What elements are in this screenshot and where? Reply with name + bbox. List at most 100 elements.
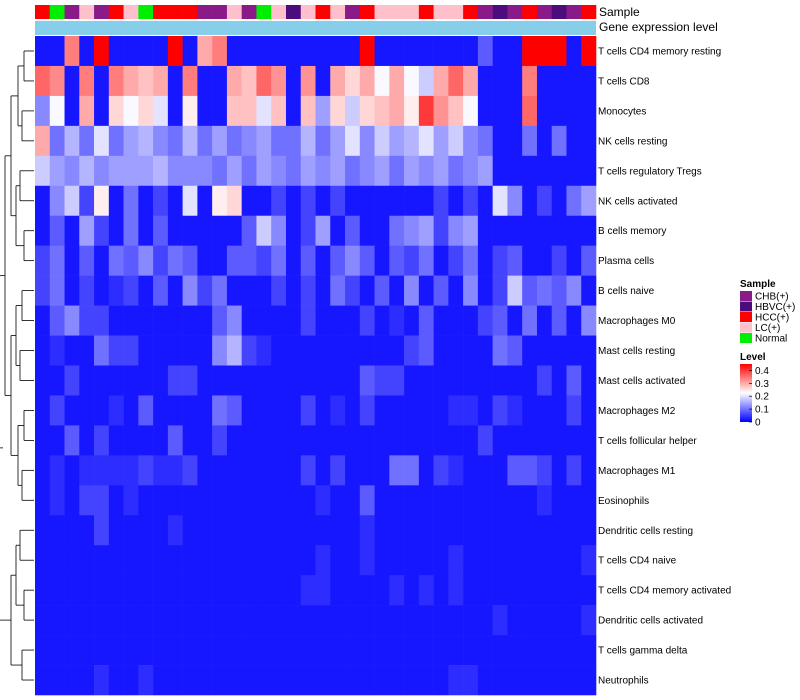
- heatmap-cell: [330, 155, 346, 187]
- heatmap-cell: [79, 575, 95, 606]
- heatmap-cell: [108, 575, 124, 606]
- heatmap-cell: [182, 65, 198, 97]
- heatmap-cell: [79, 65, 95, 97]
- heatmap-cell: [35, 245, 51, 276]
- heatmap-cell: [522, 155, 538, 187]
- heatmap-cell: [566, 365, 582, 396]
- heatmap-cell: [271, 65, 287, 97]
- heatmap-cell: [300, 395, 316, 426]
- heatmap-cell: [345, 305, 361, 336]
- heatmap-cell: [418, 605, 434, 636]
- heatmap-cell: [359, 545, 375, 576]
- heatmap-cell: [389, 515, 405, 546]
- heatmap-cell: [285, 635, 302, 666]
- heatmap-cell: [123, 335, 139, 366]
- heatmap-cell: [418, 185, 434, 217]
- heatmap-cell: [566, 335, 582, 366]
- heatmap-cell: [315, 185, 331, 217]
- heatmap-cell: [64, 665, 80, 696]
- heatmap-cell: [123, 605, 139, 636]
- heatmap-cell: [167, 95, 183, 127]
- heatmap-cell: [389, 215, 405, 246]
- level-tick-label: 0: [755, 418, 761, 429]
- heatmap-cell: [167, 36, 183, 67]
- heatmap-cell: [345, 545, 361, 576]
- heatmap-cell: [79, 125, 95, 157]
- heatmap-cell: [64, 335, 80, 366]
- sample-track-label: Sample: [599, 5, 640, 19]
- sample-legend-entries: CHB(+)HBVC(+)HCC(+)LC(+)Normal: [740, 291, 795, 345]
- sample-annotation-cell: [345, 5, 361, 19]
- heatmap-cell: [271, 36, 287, 67]
- heatmap-cell: [374, 545, 390, 576]
- heatmap-cell: [79, 36, 95, 67]
- heatmap-cell: [507, 575, 523, 606]
- heatmap-cell: [285, 65, 302, 97]
- heatmap-cell: [94, 635, 110, 666]
- heatmap-cell: [315, 395, 331, 426]
- sample-annotation-cell: [138, 5, 154, 19]
- heatmap-cell: [153, 545, 169, 576]
- heatmap-cell: [256, 665, 272, 696]
- heatmap-cell: [271, 425, 287, 456]
- heatmap-cell: [197, 185, 213, 217]
- heatmap-cell: [271, 185, 287, 217]
- heatmap-cell: [345, 155, 361, 187]
- heatmap-cell: [241, 215, 257, 246]
- heatmap-cell: [123, 545, 139, 576]
- heatmap-cell: [315, 155, 331, 187]
- row-label: Dendritic cells activated: [598, 616, 703, 627]
- heatmap-cell: [315, 275, 331, 306]
- heatmap-cell: [300, 275, 316, 306]
- heatmap-cell: [94, 95, 110, 127]
- heatmap-cell: [35, 125, 51, 157]
- heatmap-cell: [404, 275, 420, 306]
- heatmap-cell: [35, 605, 51, 636]
- heatmap-cell: [35, 425, 51, 456]
- heatmap-cell: [477, 125, 493, 157]
- heatmap-cell: [551, 215, 567, 246]
- heatmap-cell: [256, 95, 272, 127]
- heatmap-cell: [182, 485, 198, 516]
- heatmap-cell: [477, 185, 493, 217]
- heatmap-cell: [418, 425, 434, 456]
- heatmap-cell: [182, 545, 198, 576]
- heatmap-cell: [79, 275, 95, 306]
- heatmap-cell: [226, 275, 242, 306]
- heatmap-cell: [448, 95, 464, 127]
- heatmap-cell: [389, 455, 405, 486]
- heatmap-cell: [285, 185, 302, 217]
- heatmap-cell: [418, 305, 434, 336]
- heatmap-cell: [123, 275, 139, 306]
- heatmap-cell: [522, 275, 538, 306]
- heatmap-cell: [300, 425, 316, 456]
- heatmap-cell: [507, 125, 523, 157]
- heatmap-cell: [226, 605, 242, 636]
- heatmap-cell: [49, 305, 65, 336]
- heatmap-cell: [94, 605, 110, 636]
- heatmap-cell: [566, 575, 582, 606]
- heatmap-cell: [551, 635, 567, 666]
- heatmap-cell: [448, 545, 464, 576]
- heatmap-cell: [123, 65, 139, 97]
- row-label: Mast cells activated: [598, 376, 685, 387]
- heatmap-cell: [315, 605, 331, 636]
- heatmap-cell: [212, 245, 228, 276]
- heatmap-cell: [79, 215, 95, 246]
- sample-annotation-cell: [64, 5, 80, 19]
- heatmap-cell: [256, 125, 272, 157]
- heatmap-cell: [108, 65, 124, 97]
- sample-legend-swatch: [740, 333, 752, 343]
- heatmap-cell: [271, 545, 287, 576]
- heatmap-cell: [138, 95, 154, 127]
- heatmap-cell: [315, 65, 331, 97]
- heatmap-cell: [330, 455, 346, 486]
- heatmap-cell: [581, 515, 597, 546]
- heatmap-cell: [374, 275, 390, 306]
- heatmap-cell: [271, 605, 287, 636]
- heatmap-cell: [182, 605, 198, 636]
- heatmap-cell: [522, 65, 538, 97]
- sample-annotation-cell: [49, 5, 65, 19]
- heatmap-cell: [389, 305, 405, 336]
